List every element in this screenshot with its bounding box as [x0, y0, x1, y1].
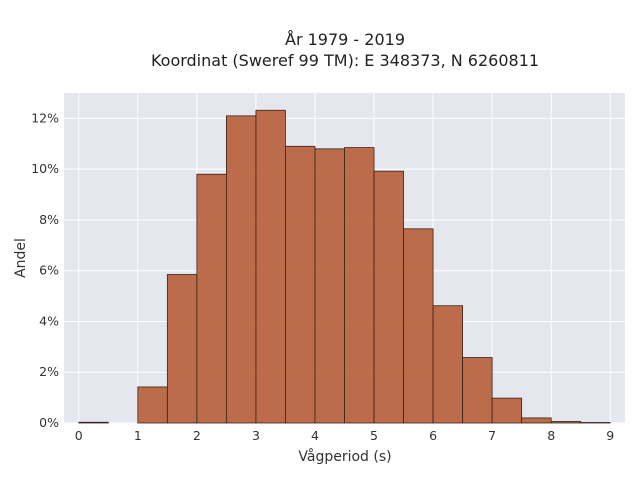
- chart-title-line-2: Koordinat (Sweref 99 TM): E 348373, N 62…: [151, 51, 539, 70]
- histogram-bar: [225, 115, 257, 424]
- y-tick-label: 4%: [39, 313, 59, 328]
- histogram-bar: [285, 145, 316, 424]
- x-tick-label: 5: [370, 428, 378, 443]
- histogram-bar: [196, 173, 227, 424]
- histogram-bar: [166, 274, 198, 424]
- histogram-bar: [344, 147, 375, 424]
- x-tick-label: 3: [252, 428, 260, 443]
- histogram-bar: [521, 417, 552, 424]
- histogram-bar: [462, 357, 493, 424]
- chart-title-line-1: År 1979 - 2019: [285, 30, 405, 49]
- y-tick-label: 6%: [39, 263, 59, 278]
- y-axis-ticks: 0% 2% 4% 6% 8% 10% 12%: [31, 110, 59, 430]
- y-tick-label: 10%: [31, 161, 59, 176]
- histogram-bar: [78, 421, 109, 424]
- x-tick-label: 8: [547, 428, 555, 443]
- x-tick-label: 6: [429, 428, 437, 443]
- histogram-bar: [491, 397, 523, 424]
- y-tick-label: 2%: [39, 364, 59, 379]
- histogram-bar: [373, 170, 404, 424]
- y-axis-label: Andel: [13, 238, 29, 278]
- histogram-bar: [550, 421, 582, 424]
- x-axis-ticks: 0 1 2 3 4 5 6 7 8 9: [75, 428, 614, 443]
- y-tick-label: 12%: [31, 110, 59, 125]
- histogram-bar: [314, 148, 345, 424]
- x-tick-label: 9: [606, 428, 614, 443]
- bars: [78, 109, 611, 424]
- histogram-bar: [255, 109, 286, 424]
- x-tick-label: 4: [311, 428, 319, 443]
- x-tick-label: 1: [134, 428, 142, 443]
- x-tick-label: 2: [193, 428, 201, 443]
- x-axis-label: Vågperiod (s): [298, 448, 391, 465]
- histogram-bar: [580, 422, 611, 424]
- histogram-bar: [137, 386, 168, 424]
- y-tick-label: 8%: [39, 212, 59, 227]
- histogram-bar: [432, 305, 464, 424]
- histogram-bar: [403, 228, 434, 424]
- y-tick-label: 0%: [39, 415, 59, 430]
- x-tick-label: 7: [488, 428, 496, 443]
- x-tick-label: 0: [75, 428, 83, 443]
